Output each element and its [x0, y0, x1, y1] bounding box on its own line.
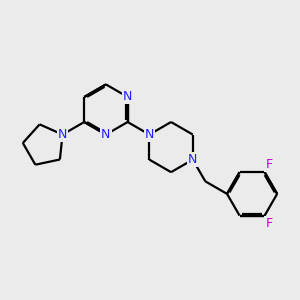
- Text: N: N: [123, 91, 132, 103]
- Text: F: F: [266, 217, 273, 230]
- Text: N: N: [188, 153, 197, 166]
- Text: N: N: [145, 128, 154, 141]
- Text: N: N: [58, 128, 67, 141]
- Text: N: N: [101, 128, 111, 141]
- Text: F: F: [266, 158, 273, 171]
